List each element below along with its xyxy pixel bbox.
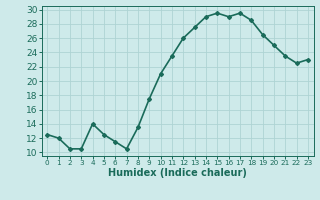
X-axis label: Humidex (Indice chaleur): Humidex (Indice chaleur) bbox=[108, 168, 247, 178]
